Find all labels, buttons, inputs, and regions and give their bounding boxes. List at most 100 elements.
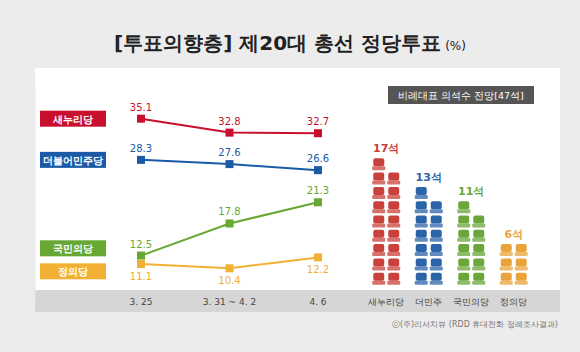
data-label: 32.8 <box>218 116 240 127</box>
seat-base <box>387 195 400 199</box>
point-marker <box>137 252 145 260</box>
seat-back <box>416 230 427 238</box>
seat-base <box>457 281 470 285</box>
seat-base <box>500 266 513 270</box>
seat-back <box>473 216 484 224</box>
seat-back <box>473 230 484 238</box>
seat-back <box>388 244 399 252</box>
subtitle: (%) <box>445 39 466 53</box>
seat-base <box>387 238 400 242</box>
data-label: 27.6 <box>218 147 240 158</box>
seat-base <box>415 224 428 228</box>
seat-back <box>388 216 399 224</box>
seat-label: 11석 <box>458 185 484 198</box>
seat-back <box>458 230 469 238</box>
seat-base <box>387 252 400 256</box>
seat-base <box>430 224 443 228</box>
point-marker <box>137 156 145 164</box>
point-marker <box>226 129 234 137</box>
seat-group <box>415 187 443 285</box>
seat-base <box>387 181 400 185</box>
point-marker <box>314 166 322 174</box>
data-label: 35.1 <box>130 102 152 113</box>
seat-base <box>472 238 485 242</box>
seat-back <box>416 201 427 209</box>
line-series-group <box>137 115 322 273</box>
point-marker <box>314 253 322 261</box>
seat-back <box>416 187 427 195</box>
seat-base <box>387 281 400 285</box>
seat-back <box>373 158 384 166</box>
point-marker <box>314 129 322 137</box>
seat-back <box>431 244 442 252</box>
seat-back <box>501 258 512 266</box>
seat-back <box>431 201 442 209</box>
seat-back <box>473 258 484 266</box>
series-line <box>141 202 318 255</box>
seat-base <box>472 224 485 228</box>
seat-base <box>372 224 385 228</box>
seat-back <box>516 258 527 266</box>
seat-base <box>457 266 470 270</box>
x-tick-label: 3. 31 ~ 4. 2 <box>203 297 256 307</box>
seat-base <box>415 195 428 199</box>
data-label: 21.3 <box>307 185 329 196</box>
seat-group <box>372 158 400 284</box>
seat-back <box>458 244 469 252</box>
seat-base <box>515 281 528 285</box>
seat-title-box <box>388 86 534 104</box>
seat-base <box>415 252 428 256</box>
data-label: 12.5 <box>130 239 152 250</box>
seat-back <box>431 273 442 281</box>
legend-label: 새누리당 <box>52 114 93 125</box>
seat-base <box>372 281 385 285</box>
seat-back <box>388 173 399 181</box>
legend-label: 국민의당 <box>53 243 93 254</box>
x-tick-label: 3. 25 <box>130 297 153 307</box>
seat-group <box>500 244 528 285</box>
seat-base <box>387 224 400 228</box>
data-label: 11.1 <box>130 271 152 282</box>
legend-swatch <box>40 240 106 256</box>
seat-category-label: 정의당 <box>500 297 527 307</box>
seat-back <box>373 273 384 281</box>
seat-base <box>472 252 485 256</box>
seat-back <box>501 273 512 281</box>
y-range-line <box>35 89 36 301</box>
seat-base <box>415 238 428 242</box>
seat-category-label: 새누리당 <box>368 297 404 307</box>
point-marker <box>226 264 234 272</box>
seat-back <box>388 273 399 281</box>
seat-base <box>430 238 443 242</box>
seat-base <box>472 281 485 285</box>
seat-base <box>430 266 443 270</box>
seat-base <box>500 281 513 285</box>
seat-back <box>416 258 427 266</box>
seat-base <box>387 266 400 270</box>
seat-back <box>473 244 484 252</box>
x-tick-label: 4. 6 <box>309 297 326 307</box>
seat-base <box>430 209 443 213</box>
plot-panel <box>35 68 560 290</box>
data-label: 17.8 <box>218 206 240 217</box>
seat-label: 6석 <box>504 228 523 241</box>
seat-base <box>415 266 428 270</box>
seat-category-label: 국민의당 <box>453 297 489 307</box>
seat-base <box>472 266 485 270</box>
seat-base <box>457 252 470 256</box>
legend-label: 정의당 <box>58 266 88 277</box>
seat-back <box>458 258 469 266</box>
seat-back <box>388 187 399 195</box>
seat-base <box>372 266 385 270</box>
chart-root: [투표의향층] 제20대 총선 정당투표(%)3. 253. 31 ~ 4. 2… <box>0 0 580 352</box>
seat-back <box>516 273 527 281</box>
point-marker <box>137 260 145 268</box>
seat-back <box>373 187 384 195</box>
seat-base <box>457 224 470 228</box>
seat-base <box>457 238 470 242</box>
seat-base <box>500 252 513 256</box>
seat-label: 17석 <box>373 142 399 155</box>
legend-label: 더불어민주당 <box>43 155 103 166</box>
seat-back <box>373 258 384 266</box>
seat-category-label: 더민주 <box>415 297 442 307</box>
